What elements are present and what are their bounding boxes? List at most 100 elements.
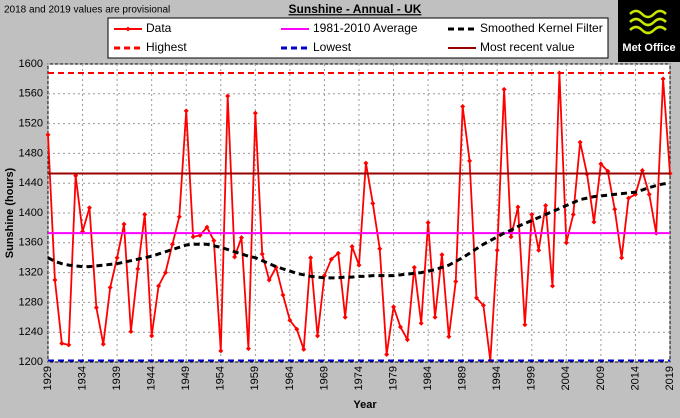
legend-label: 1981-2010 Average [313,21,418,35]
data-point [384,352,390,358]
data-point [142,211,148,217]
data-point [162,270,168,276]
data-point [432,314,438,320]
data-point [522,322,528,328]
data-point [232,254,238,260]
data-point [391,304,397,310]
data-point [93,305,99,311]
data-point [66,342,72,348]
logo-waves [629,9,667,35]
legend-label: Lowest [313,40,352,54]
legend-marker [125,26,131,32]
data-point [363,160,369,166]
data-point [287,317,293,323]
y-tick-label: 1600 [19,58,43,70]
data-point [591,219,597,225]
data-point [619,255,625,261]
data-point [563,240,569,246]
legend-label: Most recent value [480,40,575,54]
x-tick-label: 1964 [284,366,296,390]
y-tick-label: 1520 [19,118,43,130]
data-point [501,86,507,92]
data-point [204,224,210,230]
data-point [356,262,362,268]
data-point [460,103,466,109]
data-point [149,333,155,339]
x-tick-label: 1934 [76,366,88,390]
legend-label: Data [146,21,172,35]
y-tick-label: 1560 [19,88,43,100]
logo-box [618,0,680,62]
data-point [308,255,314,261]
data-point [397,324,403,330]
data-point [480,302,486,308]
data-point [225,93,231,99]
x-tick-label: 2009 [595,366,607,390]
y-tick-label: 1280 [19,296,43,308]
data-point [404,337,410,343]
data-point [259,251,265,257]
data-point [114,255,120,261]
data-point [550,283,556,289]
data-point [425,220,431,226]
series-line [47,181,671,280]
data-point [453,279,459,285]
x-tick-label: 1999 [526,366,538,390]
chart-title: Sunshine - Annual - UK [289,2,422,16]
data-point [280,292,286,298]
data-point [100,341,106,347]
data-point [52,277,58,283]
data-point [598,161,604,167]
data-point [59,340,65,346]
data-point [45,132,51,138]
data-point [349,244,355,250]
data-point [252,110,258,116]
data-point [86,205,92,211]
data-point [612,206,618,212]
y-tick-label: 1200 [19,356,43,368]
data-point [135,266,141,272]
y-tick-label: 1320 [19,267,43,279]
data-point [508,234,514,240]
data-point [328,256,334,262]
data-point [473,295,479,301]
data-point [639,168,645,174]
logo-text: Met Office [622,42,675,54]
data-point [342,314,348,320]
data-point [218,348,224,354]
data-point [411,264,417,270]
data-point [294,326,300,332]
data-point [439,252,445,258]
y-tick-label: 1240 [19,326,43,338]
data-point [529,211,535,217]
x-tick-label: 1929 [42,366,54,390]
data-point [543,203,549,209]
data-point [335,250,341,256]
data-point [107,285,113,290]
legend-box [107,17,609,59]
data-point [418,320,424,326]
note: 2018 and 2019 values are provisional [4,5,170,16]
data-point [446,334,452,340]
data-point [370,200,376,206]
data-point [239,235,245,241]
x-tick-label: 2019 [664,366,676,390]
data-point [626,195,632,201]
data-point [301,346,307,352]
data-point [494,247,500,253]
data-point [245,346,251,352]
data-point [570,211,576,217]
data-point [377,246,383,252]
data-point [211,238,217,244]
x-tick-label: 1939 [111,366,123,390]
x-tick-label: 2014 [629,366,641,390]
data-point [646,191,652,197]
data-point [169,241,175,247]
data-point [536,247,542,253]
x-tick-label: 1994 [491,366,503,390]
legend-label: Smoothed Kernel Filter [480,21,603,35]
data-point [190,234,196,240]
x-tick-label: 1989 [457,366,469,390]
y-axis-label: Sunshine (hours) [4,167,16,258]
